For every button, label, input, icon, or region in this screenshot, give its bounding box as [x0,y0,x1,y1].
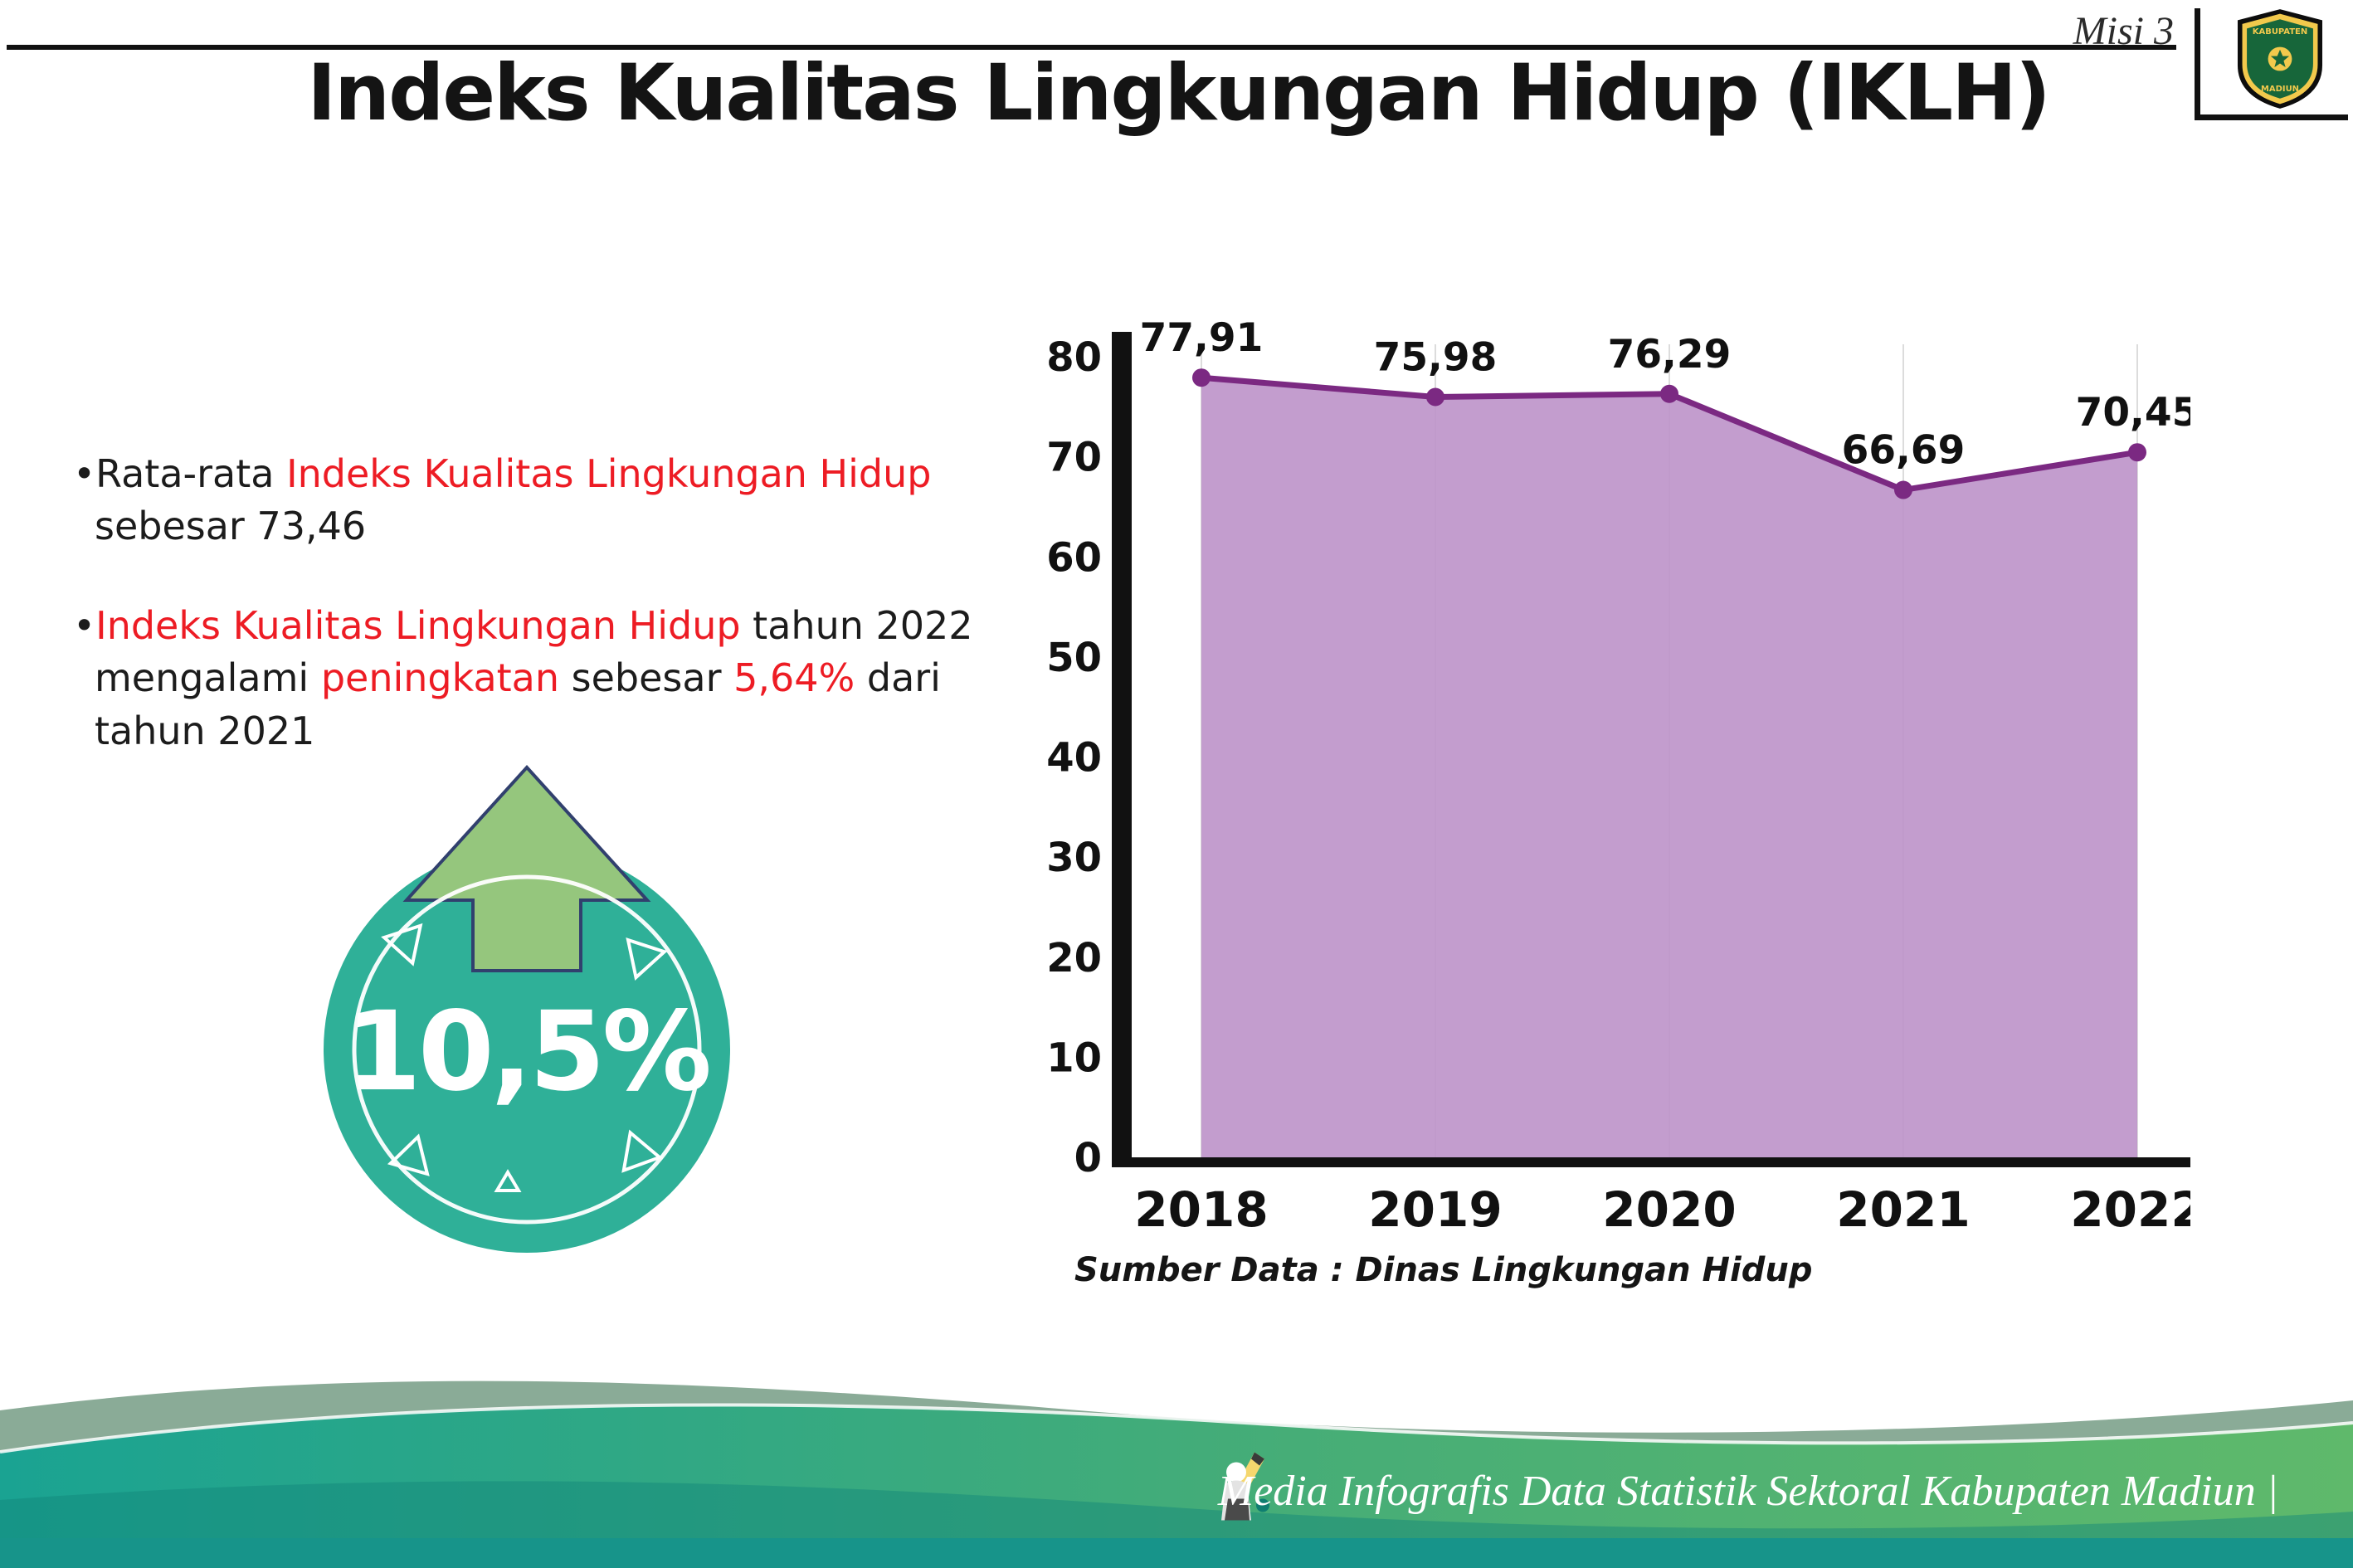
footer-wave-main [0,1405,2353,1568]
bullet-text: dari tahun 2021 [95,655,941,753]
svg-text:76,29: 76,29 [1608,332,1732,377]
svg-text:2022: 2022 [2070,1181,2190,1238]
badge-value: 10,5% [345,988,709,1116]
bullet-text-highlight: Indeks Kualitas Lingkungan Hidup [95,602,741,648]
svg-text:50: 50 [1046,635,1102,681]
svg-text:40: 40 [1046,735,1102,782]
up-arrow-icon [402,765,651,972]
footer-caption: Media Infografis Data Statistik Sektoral… [1217,1468,2278,1515]
page-title: Indeks Kualitas Lingkungan Hidup (IKLH) [307,48,2051,139]
bullet-text: Rata-rata [95,451,287,496]
badge-ring [352,874,702,1225]
svg-text:77,91: 77,91 [1140,315,1264,361]
svg-text:2020: 2020 [1602,1181,1736,1238]
bullet-text: sebesar 73,46 [95,504,367,549]
bullet-text: tahun 2022 mengalami [95,602,973,701]
bullet-text-highlight: 5,64% [733,655,855,701]
svg-text:2019: 2019 [1368,1181,1502,1238]
iklh-chart-svg: 0 10 20 30 40 50 60 70 80 2018 2019 2020 2021 2022 77,… [1046,315,2204,1238]
svg-text:0: 0 [1074,1135,1102,1181]
bullet-text: sebesar [559,655,734,701]
badge-triangles [381,923,668,1192]
svg-text:60: 60 [1046,534,1102,581]
footer-wave-highlight [0,1403,2353,1454]
bullet-average-iklh: •Rata-rata Indeks Kualitas Lingkungan Hi… [73,448,1011,553]
svg-text:20: 20 [1046,935,1102,981]
logo-bottom-text: MADIUN [2261,85,2299,94]
bullet-increase-2022: •Indeks Kualitas Lingkungan Hidup tahun … [73,600,1011,757]
svg-text:80: 80 [1046,334,1102,381]
increase-badge: 10,5% [324,765,730,1253]
bullet-marker: • [73,451,96,496]
bullet-text-highlight: Indeks Kualitas Lingkungan Hidup [286,451,932,496]
svg-text:66,69: 66,69 [1842,428,1966,474]
footer-bottom-strip [0,1538,2353,1568]
svg-text:2018: 2018 [1134,1181,1268,1238]
footer-waves [0,1381,2353,1568]
iklh-area-chart: 0 10 20 30 40 50 60 70 80 2018 2019 2020 2021 2022 77,… [1029,299,2204,1244]
svg-text:10: 10 [1046,1035,1102,1081]
logo-frame-left [2195,8,2200,119]
mascot-icon [1221,1452,1269,1521]
logo-frame-bottom [2195,114,2348,120]
svg-text:75,98: 75,98 [1374,334,1498,380]
bullet-text-highlight: peningkatan [320,655,560,701]
logo-top-text: KABUPATEN [2253,27,2307,37]
key-points: •Rata-rata Indeks Kualitas Lingkungan Hi… [73,448,1011,804]
bullet-marker: • [73,602,96,648]
svg-text:70,45: 70,45 [2076,390,2190,436]
svg-text:70: 70 [1046,435,1102,481]
top-rule [7,45,2176,50]
misi-label: Misi 3 [2073,9,2174,53]
data-source: Sumber Data : Dinas Lingkungan Hidup [1074,1251,1813,1289]
svg-text:30: 30 [1046,835,1102,881]
kabupaten-madiun-logo-icon: KABUPATEN MADIUN [2237,9,2323,109]
svg-text:2021: 2021 [1836,1181,1970,1238]
